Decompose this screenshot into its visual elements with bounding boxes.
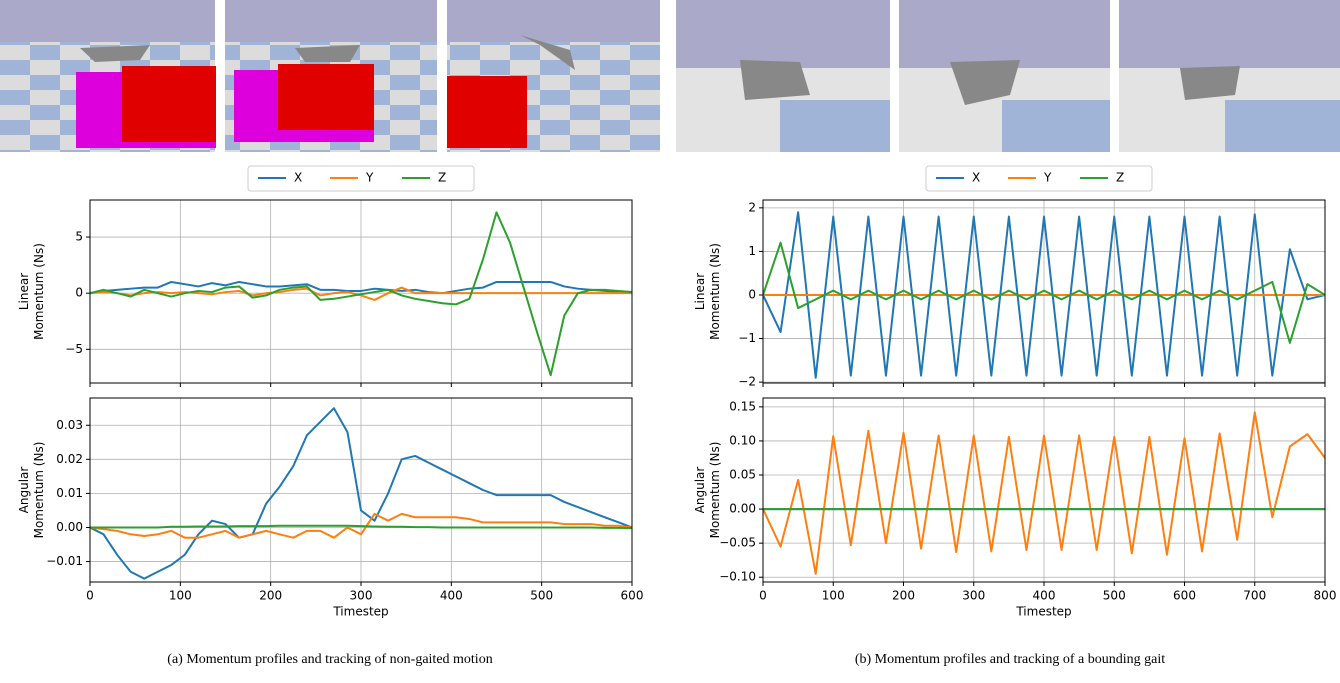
x-tick-label: 200 xyxy=(892,589,915,603)
caption: (b) Momentum profiles and tracking of a … xyxy=(855,652,1165,667)
snapshot xyxy=(225,0,437,152)
y-axis-label: Momentum (Ns) xyxy=(32,442,46,539)
x-axis-label: Timestep xyxy=(1015,605,1071,619)
x-tick-label: 500 xyxy=(530,589,553,603)
y-axis-label: Momentum (Ns) xyxy=(708,442,722,539)
x-tick-label: 500 xyxy=(1103,589,1126,603)
y-tick-label: −2 xyxy=(738,375,756,389)
y-tick-label: 0 xyxy=(75,286,83,300)
y-axis-label: Momentum (Ns) xyxy=(32,243,46,340)
y-axis-label: Angular xyxy=(17,467,31,514)
y-tick-label: 0.15 xyxy=(729,399,756,413)
y-tick-label: 0 xyxy=(748,287,756,301)
y-axis-label: Linear xyxy=(17,273,31,310)
snapshots-a xyxy=(0,0,660,152)
y-axis-label: Angular xyxy=(693,467,707,514)
snapshots-b xyxy=(676,0,1340,152)
x-tick-label: 200 xyxy=(259,589,282,603)
snapshot xyxy=(447,0,660,152)
x-tick-label: 400 xyxy=(440,589,463,603)
y-tick-label: 0.00 xyxy=(56,520,83,534)
snapshot xyxy=(1119,0,1340,152)
y-axis-label: Linear xyxy=(693,273,707,310)
x-tick-label: 600 xyxy=(1173,589,1196,603)
series-line xyxy=(763,411,1325,575)
legend-label: X xyxy=(294,171,302,185)
x-tick-label: 300 xyxy=(962,589,985,603)
snapshot xyxy=(676,0,890,152)
axes-frame xyxy=(762,397,1326,583)
legend: X Y Z xyxy=(247,165,475,192)
series-line xyxy=(90,286,632,301)
x-tick-label: 300 xyxy=(350,589,373,603)
y-tick-label: 5 xyxy=(75,230,83,244)
series-line xyxy=(90,407,632,580)
y-tick-label: −5 xyxy=(65,342,83,356)
legend-label: Z xyxy=(1116,171,1124,185)
legend-label: X xyxy=(972,171,980,185)
caption: (a) Momentum profiles and tracking of no… xyxy=(167,652,492,667)
axes-frame xyxy=(762,199,1326,384)
y-tick-label: 0.03 xyxy=(56,418,83,432)
legend-label: Y xyxy=(365,171,374,185)
y-tick-label: 0.02 xyxy=(56,452,83,466)
legend: X Y Z xyxy=(925,165,1153,192)
y-tick-label: 1 xyxy=(748,244,756,258)
snapshot xyxy=(899,0,1110,152)
y-tick-label: −0.05 xyxy=(719,536,756,550)
y-tick-label: 2 xyxy=(748,200,756,214)
series-line xyxy=(763,211,1325,379)
legend-box xyxy=(925,165,1153,192)
x-tick-label: 700 xyxy=(1243,589,1266,603)
y-tick-label: 0.01 xyxy=(56,486,83,500)
axes-frame xyxy=(89,199,633,384)
legend-label: Y xyxy=(1043,171,1052,185)
axes-frame xyxy=(89,397,633,583)
y-tick-label: 0.05 xyxy=(729,468,756,482)
x-tick-label: 400 xyxy=(1033,589,1056,603)
series-line xyxy=(90,512,632,539)
series-line xyxy=(763,241,1325,344)
snapshot xyxy=(0,0,216,152)
legend-box xyxy=(247,165,475,192)
x-tick-label: 600 xyxy=(621,589,644,603)
y-tick-label: −0.10 xyxy=(719,570,756,584)
y-axis-label: Momentum (Ns) xyxy=(708,243,722,340)
x-tick-label: 800 xyxy=(1314,589,1337,603)
y-tick-label: −1 xyxy=(738,331,756,345)
x-axis-label: Timestep xyxy=(332,605,388,619)
series-line xyxy=(90,211,632,377)
y-tick-label: 0.10 xyxy=(729,433,756,447)
series-line xyxy=(90,280,632,295)
series-line xyxy=(90,524,632,530)
x-tick-label: 100 xyxy=(169,589,192,603)
y-tick-label: −0.01 xyxy=(46,554,83,568)
legend-label: Z xyxy=(438,171,446,185)
y-tick-label: 0.00 xyxy=(729,502,756,516)
x-tick-label: 0 xyxy=(86,589,94,603)
x-tick-label: 100 xyxy=(822,589,845,603)
x-tick-label: 0 xyxy=(759,589,767,603)
